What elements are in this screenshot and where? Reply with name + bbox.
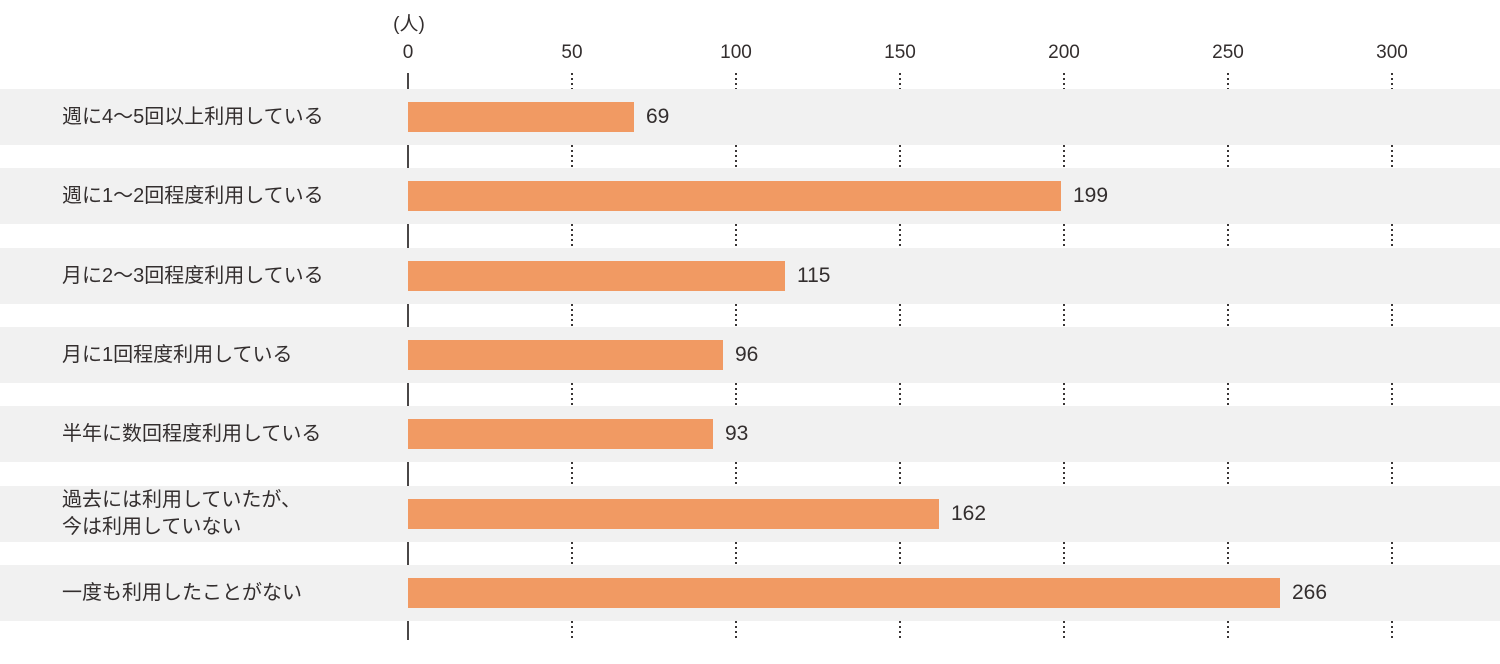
gridline-dotted-segment xyxy=(1391,383,1393,406)
gridline-dotted-segment xyxy=(1227,224,1229,248)
row-stripe xyxy=(0,406,1500,462)
gridline-dotted-segment xyxy=(735,145,737,168)
category-label: 月に1回程度利用している xyxy=(62,343,293,366)
category-label: 週に4〜5回以上利用している xyxy=(62,105,324,128)
bar xyxy=(408,261,785,291)
gridline-dotted-segment xyxy=(571,224,573,248)
gridline-dotted-segment xyxy=(735,73,737,89)
gridline-dotted-segment xyxy=(899,304,901,327)
gridline-dotted-segment xyxy=(899,145,901,168)
gridline-dotted-segment xyxy=(899,383,901,406)
row-stripe xyxy=(0,327,1500,383)
bar xyxy=(408,578,1280,608)
gridline-dotted-segment xyxy=(571,145,573,168)
gridline-dotted-segment xyxy=(735,462,737,486)
gridline-dotted-segment xyxy=(1391,145,1393,168)
gridline-dotted-segment xyxy=(571,383,573,406)
gridline-dotted-segment xyxy=(1227,145,1229,168)
bar xyxy=(408,340,723,370)
gridline-dotted-segment xyxy=(571,462,573,486)
gridline-dotted-segment xyxy=(735,224,737,248)
gridline-dotted-segment xyxy=(1227,542,1229,565)
gridline-dotted-segment xyxy=(899,542,901,565)
bar xyxy=(408,181,1061,211)
gridline-dotted-segment xyxy=(571,621,573,640)
gridline-dotted-segment xyxy=(1063,304,1065,327)
x-tick-label: 250 xyxy=(1212,42,1244,63)
value-label: 96 xyxy=(735,343,759,366)
gridline-dotted-segment xyxy=(1063,73,1065,89)
category-label: 過去には利用していたが、 今は利用していない xyxy=(62,489,301,538)
bar xyxy=(408,102,634,132)
gridline-dotted-segment xyxy=(1391,304,1393,327)
category-label: 月に2〜3回程度利用している xyxy=(62,264,324,287)
x-tick-label: 300 xyxy=(1376,42,1408,63)
row-stripe xyxy=(0,89,1500,145)
gridline-dotted-segment xyxy=(1063,462,1065,486)
gridline-dotted-segment xyxy=(1063,224,1065,248)
gridline-dotted-segment xyxy=(735,621,737,640)
value-label: 93 xyxy=(725,422,749,445)
gridline-dotted-segment xyxy=(1227,462,1229,486)
value-label: 115 xyxy=(797,264,831,287)
gridline-dotted-segment xyxy=(899,462,901,486)
gridline-dotted-segment xyxy=(1391,73,1393,89)
bar xyxy=(408,419,713,449)
x-tick-label: 0 xyxy=(402,42,414,63)
axis-unit-label: (人) xyxy=(393,14,425,35)
x-tick-label: 200 xyxy=(1048,42,1080,63)
gridline-dotted-segment xyxy=(1391,462,1393,486)
gridline-dotted-segment xyxy=(571,73,573,89)
gridline-dotted-segment xyxy=(1391,224,1393,248)
category-label: 半年に数回程度利用している xyxy=(62,422,322,445)
gridline-dotted-segment xyxy=(1227,621,1229,640)
x-tick-label: 100 xyxy=(720,42,752,63)
gridline-dotted-segment xyxy=(1227,73,1229,89)
gridline-dotted-segment xyxy=(1063,383,1065,406)
gridline-dotted-segment xyxy=(899,224,901,248)
gridline-dotted-segment xyxy=(1227,383,1229,406)
gridline-dotted-segment xyxy=(735,542,737,565)
gridline-dotted-segment xyxy=(571,542,573,565)
gridline-dotted-segment xyxy=(1391,621,1393,640)
gridline-dotted-segment xyxy=(1063,621,1065,640)
category-label: 週に1〜2回程度利用している xyxy=(62,184,324,207)
value-label: 266 xyxy=(1292,581,1328,604)
gridline-dotted-segment xyxy=(899,73,901,89)
gridline-dotted-segment xyxy=(735,304,737,327)
value-label: 69 xyxy=(646,105,670,128)
gridline-dotted-segment xyxy=(1391,542,1393,565)
x-tick-label: 50 xyxy=(561,42,583,63)
category-label: 一度も利用したことがない xyxy=(62,581,302,604)
value-label: 199 xyxy=(1073,184,1109,207)
x-tick-label: 150 xyxy=(884,42,916,63)
gridline-dotted-segment xyxy=(899,621,901,640)
gridline-dotted-segment xyxy=(1063,145,1065,168)
gridline-dotted-segment xyxy=(1063,542,1065,565)
bar xyxy=(408,499,939,529)
gridline-dotted-segment xyxy=(571,304,573,327)
gridline-dotted-segment xyxy=(1227,304,1229,327)
gridline-dotted-segment xyxy=(735,383,737,406)
value-label: 162 xyxy=(951,502,987,525)
